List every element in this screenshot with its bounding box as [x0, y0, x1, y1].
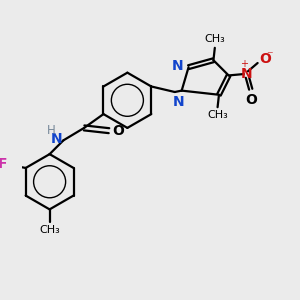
- Text: ⁻: ⁻: [266, 49, 272, 62]
- Text: N: N: [171, 59, 183, 73]
- Text: O: O: [112, 124, 124, 138]
- Text: O: O: [259, 52, 271, 66]
- Text: N: N: [172, 95, 184, 109]
- Text: +: +: [240, 59, 248, 69]
- Text: CH₃: CH₃: [39, 225, 60, 235]
- Text: H: H: [46, 124, 55, 137]
- Text: CH₃: CH₃: [204, 34, 225, 44]
- Text: N: N: [50, 132, 62, 146]
- Text: F: F: [0, 157, 8, 171]
- Text: N: N: [241, 67, 252, 81]
- Text: CH₃: CH₃: [207, 110, 228, 120]
- Text: O: O: [245, 93, 257, 107]
